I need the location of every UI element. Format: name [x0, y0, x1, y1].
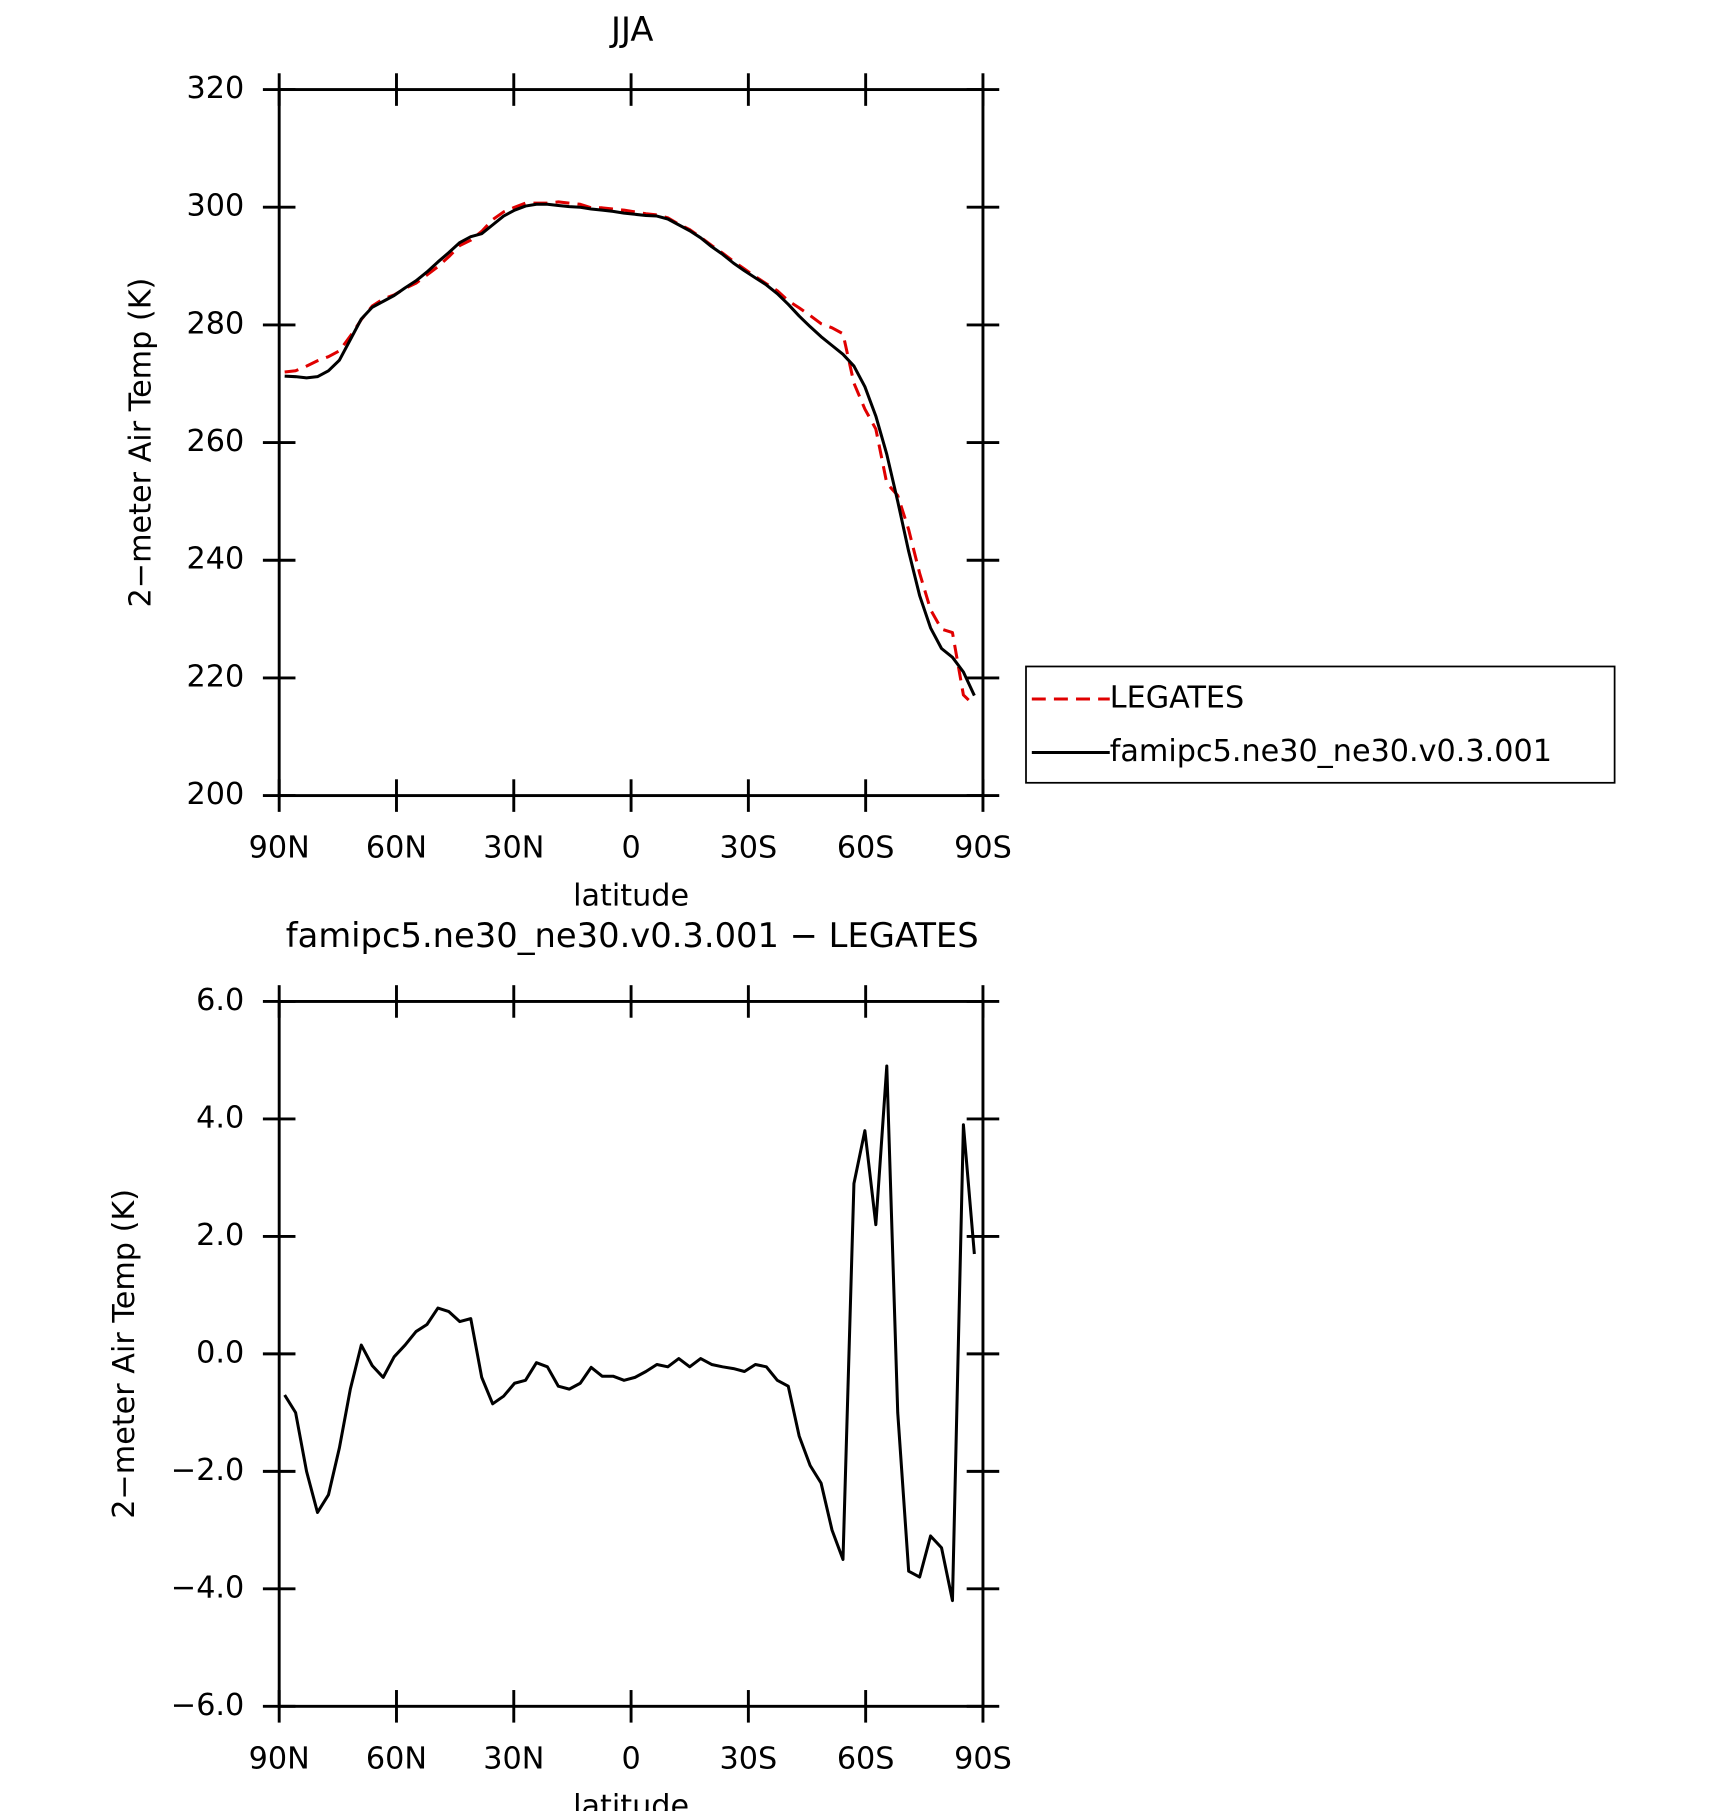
y-tick-label: 240	[187, 542, 245, 577]
x-tick-label: 30S	[720, 831, 778, 866]
chart-title: famipc5.ne30_ne30.v0.3.001 − LEGATES	[286, 916, 979, 955]
y-tick-label: 220	[187, 659, 245, 694]
x-tick-label: 90S	[954, 1741, 1012, 1776]
y-tick-label: 260	[187, 424, 245, 459]
x-tick-label: 0	[621, 1741, 640, 1776]
x-tick-label: 60N	[366, 831, 427, 866]
data-line	[283, 1064, 976, 1603]
legend-box	[1025, 665, 1616, 784]
x-tick-label: 60S	[837, 831, 895, 866]
x-axis-label: latitude	[573, 1789, 689, 1811]
x-tick-label: 0	[621, 831, 640, 866]
x-tick-label: 60N	[366, 1741, 427, 1776]
plot-frame	[277, 88, 985, 798]
x-tick-label: 90N	[249, 1741, 310, 1776]
y-tick-label: −6.0	[171, 1688, 244, 1723]
x-tick-label: 90N	[249, 831, 310, 866]
y-tick-label: 4.0	[196, 1100, 244, 1135]
x-tick-label: 60S	[837, 1741, 895, 1776]
y-axis-label: 2−meter Air Temp (K)	[107, 1189, 142, 1519]
y-tick-label: 320	[187, 71, 245, 106]
y-axis-label: 2−meter Air Temp (K)	[123, 278, 158, 608]
y-tick-label: 200	[187, 777, 245, 812]
legend-label: famipc5.ne30_ne30.v0.3.001	[1110, 734, 1552, 769]
x-axis-label: latitude	[573, 878, 689, 913]
y-tick-label: −4.0	[171, 1570, 244, 1605]
x-tick-label: 30S	[720, 1741, 778, 1776]
legend-label: LEGATES	[1110, 681, 1244, 716]
x-tick-label: 30N	[483, 1741, 544, 1776]
y-tick-label: −2.0	[171, 1453, 244, 1488]
x-tick-label: 30N	[483, 831, 544, 866]
y-tick-label: 300	[187, 189, 245, 224]
plot-frame	[277, 1000, 985, 1708]
x-tick-label: 90S	[954, 831, 1012, 866]
data-line	[284, 202, 976, 697]
y-tick-label: 280	[187, 306, 245, 341]
y-tick-label: 0.0	[196, 1335, 244, 1370]
data-line	[284, 200, 976, 707]
chart-title: JJA	[609, 10, 653, 49]
y-tick-label: 6.0	[196, 983, 244, 1018]
y-tick-label: 2.0	[196, 1218, 244, 1253]
